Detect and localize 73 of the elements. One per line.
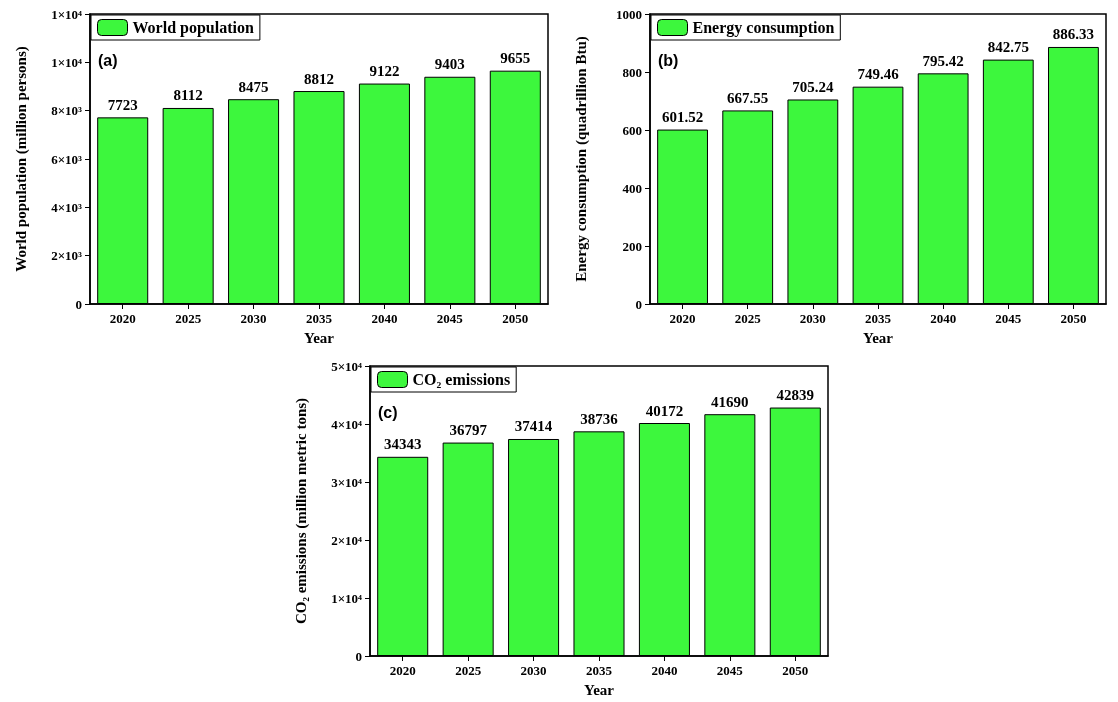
data-label: 9403 (434, 56, 465, 73)
data-label: 41690 (711, 393, 749, 410)
y-tick-label: 2×10³ (51, 248, 83, 264)
annotation: (a) (98, 51, 118, 69)
y-tick-label: 1×10⁴ (51, 6, 83, 22)
y-tick-label: 0 (635, 296, 642, 312)
legend-label: Energy consumption (692, 19, 835, 37)
x-tick-label: 2050 (1060, 311, 1087, 326)
data-label: 8112 (173, 87, 203, 104)
y-tick-label: 5×10⁴ (331, 358, 363, 374)
y-tick-label: 600 (622, 122, 642, 138)
y-tick-label: 200 (622, 238, 642, 254)
data-label: 705.24 (792, 78, 834, 95)
x-tick-label: 2050 (502, 311, 529, 326)
x-tick-label: 2045 (436, 311, 464, 326)
data-label: 37414 (514, 418, 553, 435)
data-label: 749.46 (857, 66, 900, 83)
y-tick-label: 400 (622, 180, 642, 196)
legend-label: World population (132, 19, 254, 37)
x-tick-label: 2040 (651, 663, 678, 678)
data-label: 667.55 (727, 89, 769, 106)
annotation: (b) (658, 51, 679, 69)
data-label: 7723 (107, 96, 138, 113)
y-tick-label: 2×10⁴ (331, 532, 363, 548)
data-label: 8475 (238, 78, 269, 95)
y-tick-label: 1×10⁴ (51, 54, 83, 70)
x-tick-label: 2020 (389, 663, 416, 678)
x-tick-label: 2025 (175, 311, 202, 326)
y-axis-title: Energy consumption (quadrillion Btu) (572, 36, 590, 282)
data-label: 42839 (776, 387, 815, 404)
x-tick-label: 2020 (109, 311, 136, 326)
y-tick-label: 1000 (616, 6, 642, 22)
x-tick-label: 2050 (782, 663, 809, 678)
data-label: 40172 (645, 402, 684, 419)
x-tick-label: 2035 (865, 311, 892, 326)
data-label: 36797 (449, 422, 488, 439)
x-tick-label: 2040 (930, 311, 957, 326)
x-axis-title: Year (863, 329, 894, 346)
data-label: 8812 (304, 70, 334, 87)
x-tick-label: 2035 (586, 663, 613, 678)
y-tick-label: 800 (622, 64, 642, 80)
x-tick-label: 2030 (240, 311, 267, 326)
x-tick-label: 2045 (716, 663, 744, 678)
x-tick-label: 2030 (799, 311, 826, 326)
data-label: 9655 (500, 50, 531, 67)
x-tick-label: 2020 (669, 311, 696, 326)
x-axis-title: Year (304, 329, 335, 346)
x-tick-label: 2040 (371, 311, 398, 326)
data-label: 795.42 (922, 52, 964, 69)
data-label: 601.52 (661, 109, 704, 126)
y-tick-label: 3×10⁴ (331, 474, 363, 490)
y-tick-label: 0 (355, 648, 362, 664)
x-tick-label: 2035 (306, 311, 333, 326)
y-axis-title: CO₂ emissions (million metric tons) (292, 397, 310, 625)
y-tick-label: 6×10³ (51, 151, 83, 167)
y-tick-label: 8×10³ (51, 103, 83, 119)
x-axis-title: Year (584, 681, 615, 698)
data-label: 842.75 (987, 39, 1029, 56)
y-tick-label: 4×10⁴ (331, 416, 363, 432)
x-tick-label: 2045 (995, 311, 1022, 326)
y-axis-title: World population (million persons) (12, 46, 30, 272)
x-tick-label: 2030 (520, 663, 547, 678)
data-label: 886.33 (1052, 26, 1095, 43)
y-tick-label: 4×10³ (51, 199, 83, 215)
data-label: 9122 (369, 63, 400, 80)
legend-label: CO₂ emissions (412, 371, 511, 388)
x-tick-label: 2025 (455, 663, 482, 678)
data-label: 38736 (580, 410, 619, 427)
x-tick-label: 2025 (734, 311, 762, 326)
annotation: (c) (378, 403, 398, 421)
data-label: 34343 (383, 436, 422, 453)
y-tick-label: 0 (75, 296, 82, 312)
y-tick-label: 1×10⁴ (331, 590, 363, 606)
